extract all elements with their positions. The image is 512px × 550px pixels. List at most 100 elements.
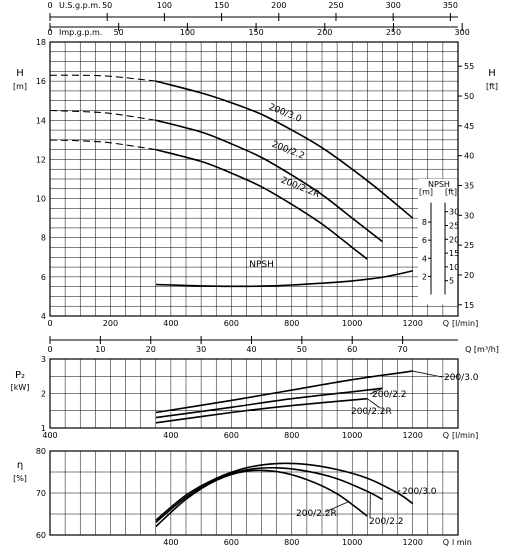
bottom-axis2-tick-label: 20 <box>146 345 156 354</box>
npsh-ft-tick-label: 30 <box>449 208 459 217</box>
power-series-label-200-3-0: 200/3.0 <box>444 373 479 383</box>
efficiency-x-tick-label: 800 <box>284 538 299 547</box>
head-series-label-200-3-0: 200/3.0 <box>267 102 303 124</box>
npsh-ft-tick-label: 25 <box>449 221 459 230</box>
head-curve-dashed-200-3-0 <box>49 74 156 82</box>
efficiency-x-tick-label: 1000 <box>342 538 362 547</box>
efficiency-y-label: η <box>17 460 23 471</box>
y-right-unit: [ft] <box>486 82 498 91</box>
npsh-m-tick-label: 6 <box>422 236 427 245</box>
y-left-unit: [m] <box>13 82 27 91</box>
power-curve-200-3-0 <box>155 370 413 414</box>
power-x-tick-label: 800 <box>284 431 299 440</box>
efficiency-x-tick-label: 600 <box>224 538 239 547</box>
efficiency-curve-200-3-0 <box>155 462 414 521</box>
x-tick-label: 0 <box>47 319 52 328</box>
plot-frame <box>49 450 459 536</box>
npsh-curve-label: NPSH <box>249 260 274 270</box>
power-y-tick-label: 1 <box>41 424 46 433</box>
y-right-tick-label: 20 <box>464 271 474 280</box>
bottom-axis2-unit: Q [m³/h] <box>465 345 499 354</box>
efficiency-curve-200-2-2r <box>155 469 368 528</box>
plot-frame <box>49 358 459 429</box>
efficiency-x-tick-label: 400 <box>163 538 178 547</box>
top-axis-tick-label: 150 <box>248 28 263 37</box>
npsh-inset-title: NPSH <box>428 180 450 189</box>
x-tick-label: 1000 <box>342 319 362 328</box>
power-x-axis-label: Q <box>443 431 449 440</box>
power-x-tick-label: 1000 <box>342 431 362 440</box>
npsh-m-tick-label: 4 <box>422 254 427 263</box>
top-axis-tick-label: 50 <box>102 1 112 10</box>
efficiency-y-tick-label: 80 <box>36 447 46 456</box>
power-x-axis-unit: [l/min] <box>452 431 478 440</box>
head-curve-dashed-200-2-2 <box>49 109 156 121</box>
head-curve-200-2-2r <box>155 148 368 260</box>
power-x-tick-label: 400 <box>42 431 57 440</box>
top-axis-name: U.S.g.p.m. <box>59 1 101 10</box>
x-tick-label: 200 <box>103 319 118 328</box>
power-x-tick-label: 600 <box>224 431 239 440</box>
bottom-axis2-tick-label: 60 <box>347 345 357 354</box>
power-curve-200-2-2r <box>155 397 368 424</box>
efficiency-series-label-200-2-2: 200/2.2 <box>369 517 404 527</box>
y-left-tick-label: 6 <box>41 273 46 282</box>
y-left-tick-label: 4 <box>41 312 46 321</box>
npsh-ft-tick-label: 10 <box>449 263 459 272</box>
head-curve-200-3-0 <box>155 80 414 219</box>
y-left-tick-label: 8 <box>41 234 46 243</box>
head-curve-dashed-200-2-2r <box>49 139 156 151</box>
y-left-tick-label: 14 <box>36 116 46 125</box>
y-left-label: H <box>16 68 24 79</box>
y-right-tick-label: 35 <box>464 181 474 190</box>
y-right-tick-label: 25 <box>464 241 474 250</box>
power-series-label-200-2-2r: 200/2.2R <box>351 407 392 417</box>
bottom-axis2-tick-label: 40 <box>246 345 256 354</box>
y-right-tick-label: 15 <box>464 301 474 310</box>
y-right-label: H <box>488 68 496 79</box>
npsh-curve <box>155 270 413 288</box>
npsh-inset-bg <box>418 179 458 305</box>
power-leader-200-2-2 <box>369 387 383 395</box>
npsh-m-tick-label: 2 <box>422 272 427 281</box>
y-right-tick-label: 30 <box>464 211 474 220</box>
npsh-m-tick-label: 8 <box>422 218 427 227</box>
head-series-label-200-2-2: 200/2.2 <box>270 140 306 162</box>
bottom-axis2-tick-label: 30 <box>196 345 206 354</box>
y-left-tick-label: 18 <box>36 38 46 47</box>
x-axis-unit: [l/min] <box>452 319 478 328</box>
efficiency-leader-200-2-2r <box>324 501 350 513</box>
efficiency-x-tick-label: 1200 <box>402 538 422 547</box>
y-right-tick-label: 40 <box>464 152 474 161</box>
top-axis-tick-label: 150 <box>214 1 229 10</box>
power-y-tick-label: 3 <box>41 355 46 364</box>
y-left-tick-label: 10 <box>36 195 46 204</box>
power-series-label-200-2-2: 200/2.2 <box>372 390 407 400</box>
bottom-axis2-tick-label: 50 <box>297 345 307 354</box>
npsh-inset-ft-unit: [ft] <box>445 188 457 197</box>
y-right-tick-label: 45 <box>464 122 474 131</box>
top-axis-tick-label: 250 <box>386 28 401 37</box>
top-axis-tick-label-zero: 0 <box>47 28 52 37</box>
power-leader-200-3-0 <box>412 370 443 378</box>
efficiency-y-tick-label: 70 <box>36 489 46 498</box>
npsh-inset-m-unit: [m] <box>419 188 433 197</box>
x-tick-label: 600 <box>224 319 239 328</box>
y-left-tick-label: 12 <box>36 155 46 164</box>
y-left-tick-label: 16 <box>36 77 46 86</box>
power-y-tick-label: 2 <box>41 390 46 399</box>
top-axis-tick-label: 200 <box>317 28 332 37</box>
efficiency-y-unit: [%] <box>13 474 27 483</box>
top-axis-tick-label: 300 <box>455 28 470 37</box>
y-right-tick-label: 50 <box>464 92 474 101</box>
bottom-axis2-tick-label: 70 <box>397 345 407 354</box>
efficiency-x-axis-label: Q <box>443 538 449 547</box>
efficiency-leader-200-3-0 <box>397 489 401 494</box>
x-tick-label: 1200 <box>402 319 422 328</box>
npsh-ft-tick-label: 5 <box>449 277 454 286</box>
top-axis-tick-label: 100 <box>157 1 172 10</box>
y-right-tick-label: 55 <box>464 62 474 71</box>
top-axis-tick-label: 250 <box>328 1 343 10</box>
npsh-ft-tick-label: 15 <box>449 249 459 258</box>
